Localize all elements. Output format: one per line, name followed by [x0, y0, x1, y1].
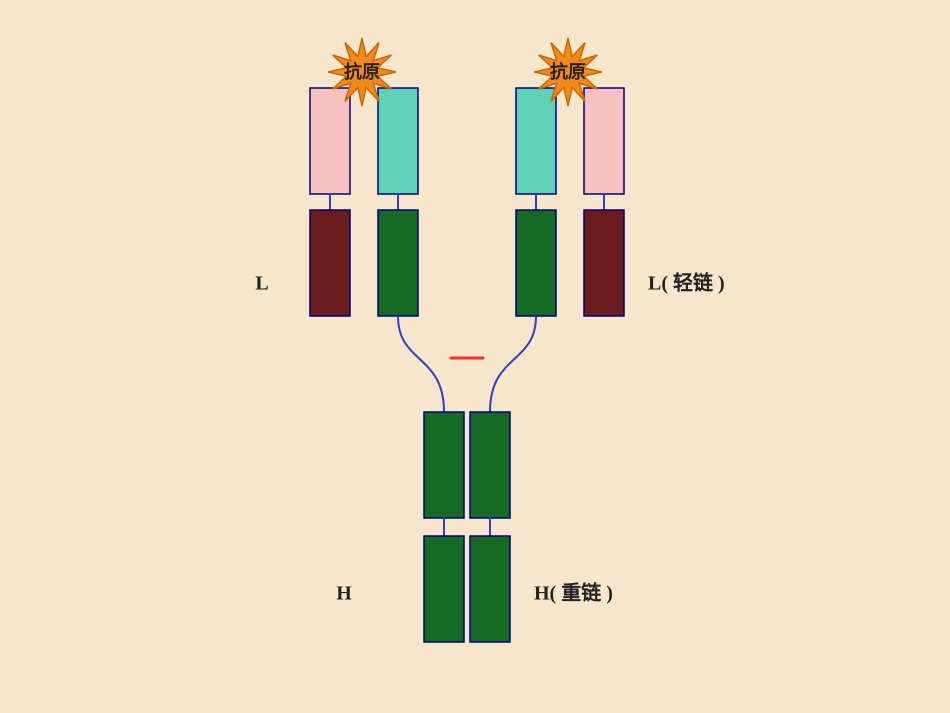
vl-right: [584, 88, 624, 194]
ch3-right: [470, 536, 510, 642]
vh-left: [378, 88, 418, 194]
antibody-diagram: 抗原 抗原 L L( 轻链 ) H H( 重链 ): [0, 0, 950, 713]
antigen-left-star-label: 抗原: [344, 61, 380, 82]
label-L-left: L: [255, 273, 268, 295]
ch2-right: [470, 412, 510, 518]
label-H-right: H( 重链 ): [534, 581, 613, 605]
cl-right: [584, 210, 624, 316]
antigen-right-star-label: 抗原: [550, 61, 586, 82]
ch1-left: [378, 210, 418, 316]
ch3-left: [424, 536, 464, 642]
ch2-left: [424, 412, 464, 518]
ch1-right: [516, 210, 556, 316]
vh-right: [516, 88, 556, 194]
cl-left: [310, 210, 350, 316]
label-L-right: L( 轻链 ): [648, 271, 725, 295]
label-H-left: H: [336, 583, 352, 605]
vl-left: [310, 88, 350, 194]
